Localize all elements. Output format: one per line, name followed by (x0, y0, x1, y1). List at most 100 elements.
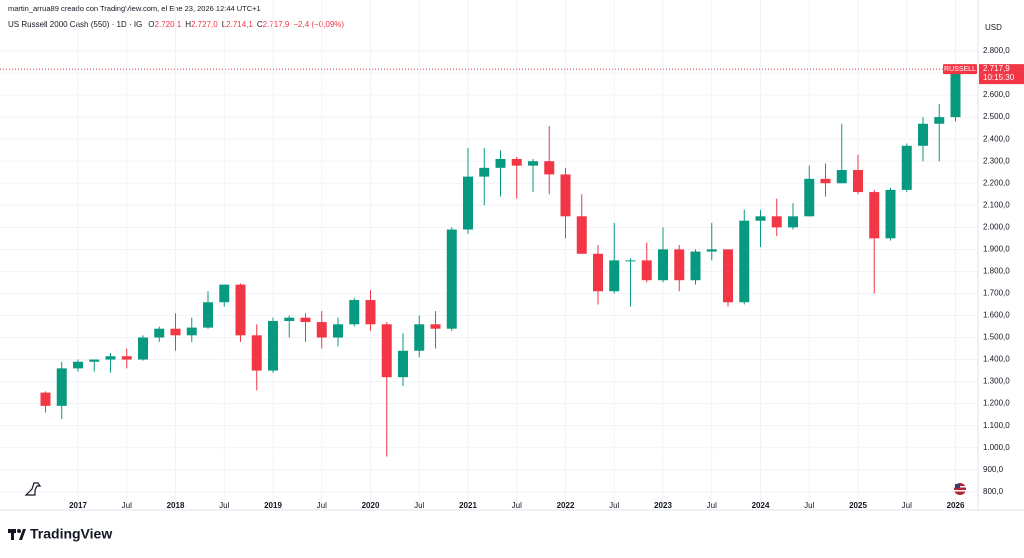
candle-body (528, 161, 538, 166)
candle-body (739, 220, 750, 303)
candle-body (918, 123, 928, 146)
candle-body (268, 320, 278, 371)
currency: USD (985, 23, 1002, 32)
x-tick-label: Jul (804, 501, 814, 510)
last-price-name-tag (943, 64, 977, 75)
y-tick-label: 900,0 (983, 465, 1004, 474)
candle-body (495, 159, 506, 168)
candle-body (641, 260, 652, 281)
x-tick-label: Jul (122, 501, 132, 510)
candle-body (219, 284, 230, 303)
x-tick-label: 2021 (459, 501, 477, 510)
candle-body (251, 335, 262, 371)
ohlc-label: O (148, 20, 154, 29)
y-tick-label: 1.500,0 (983, 333, 1010, 342)
ohlc-label: C (257, 20, 263, 29)
candle-body (463, 176, 473, 230)
candle-body (609, 260, 620, 292)
y-tick-label: 2.500,0 (983, 112, 1010, 121)
brand-logo (8, 529, 26, 540)
candle-body (138, 337, 148, 360)
x-tick-label: 2023 (654, 501, 672, 510)
grid (0, 0, 978, 510)
flag-icon[interactable] (954, 483, 966, 495)
last-price-label: 2.717,9 (983, 64, 1010, 73)
y-tick-label: 2.400,0 (983, 134, 1010, 143)
candle-body (170, 328, 181, 336)
candle-body (381, 324, 392, 378)
candle-body (593, 253, 603, 292)
x-tick-label: Jul (219, 501, 229, 510)
candle-body (73, 361, 83, 369)
ohlc-value: 2.720,1 (155, 20, 182, 29)
x-tick-label: Jul (512, 501, 522, 510)
change: −2,4 (−0,09%) (293, 20, 344, 29)
candle-body (625, 260, 636, 262)
legend-line: US Russell 2000 Cash (550) · 1D · IG O2.7… (8, 20, 344, 29)
candle-body (690, 251, 701, 281)
candle-body (284, 317, 295, 321)
x-tick-label: 2022 (557, 501, 575, 510)
candle-body (950, 69, 961, 118)
x-tick-label: 2018 (167, 501, 185, 510)
candle-body (836, 170, 847, 184)
y-tick-label: 1.600,0 (983, 311, 1010, 320)
y-tick-label: 1.800,0 (983, 267, 1010, 276)
candle-body (820, 178, 831, 184)
dino-icon[interactable] (24, 482, 42, 496)
ohlc-value: 2.714,1 (226, 20, 253, 29)
y-tick-label: 1.100,0 (983, 421, 1010, 430)
candle-body (934, 117, 945, 124)
candle-body (40, 392, 51, 406)
x-tick-label: 2024 (752, 501, 770, 510)
candle-body (479, 167, 490, 177)
candle-body (853, 170, 863, 193)
last-price-name: RUSSELL (944, 66, 976, 73)
x-tick-label: Jul (609, 501, 619, 510)
candle-body (576, 216, 587, 254)
candle-body (300, 317, 311, 323)
candle-body (365, 300, 376, 325)
candle-body (154, 328, 165, 338)
x-tick-label: Jul (317, 501, 327, 510)
y-tick-label: 1.200,0 (983, 399, 1010, 408)
candle-body (885, 189, 896, 239)
y-tick-label: 800,0 (983, 487, 1004, 496)
candle-body (203, 302, 213, 328)
ohlc-label: H (185, 20, 191, 29)
candle-body (901, 145, 912, 190)
x-tick-label: 2020 (362, 501, 380, 510)
y-tick-label: 1.700,0 (983, 289, 1010, 298)
candle-body (788, 216, 798, 228)
x-tick-label: 2017 (69, 501, 87, 510)
candle-body (560, 174, 571, 217)
axes: 800,0 900,0 1.000,0 1.100,0 1.200,0 1.300,0 1.… (69, 46, 1024, 510)
candle-body (186, 327, 197, 336)
y-tick-label: 1.400,0 (983, 355, 1010, 364)
candle-body (316, 322, 327, 338)
candle-body (771, 216, 782, 228)
y-tick-label: 2.200,0 (983, 178, 1010, 187)
author-line: martin_arrua89 creado con TradingView.co… (8, 4, 261, 13)
candle-body (674, 249, 685, 281)
candle-body (430, 324, 441, 329)
candle-body (544, 161, 555, 175)
candle-body (414, 324, 425, 351)
y-tick-label: 2.600,0 (983, 90, 1010, 99)
ohlc-value: 2.717,9 (263, 20, 290, 29)
x-tick-label: Jul (414, 501, 424, 510)
countdown: 10:15:30 (983, 73, 1015, 82)
candle-body (121, 356, 132, 360)
y-tick-label: 1.000,0 (983, 443, 1010, 452)
x-tick-label: 2026 (947, 501, 965, 510)
y-tick-label: 2.000,0 (983, 222, 1010, 231)
candle-body (235, 284, 246, 336)
plot (0, 67, 978, 457)
candle-body (869, 192, 880, 239)
candle-body (706, 249, 717, 252)
candle-body (333, 324, 343, 338)
y-tick-label: 2.100,0 (983, 200, 1010, 209)
x-tick-label: Jul (902, 501, 912, 510)
